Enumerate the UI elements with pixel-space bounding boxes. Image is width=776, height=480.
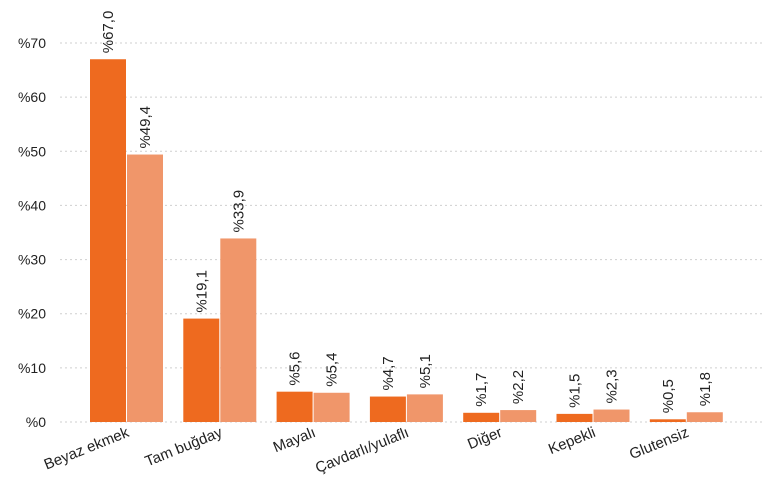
bar	[463, 412, 500, 422]
bar	[276, 391, 313, 422]
grid-layer	[60, 42, 762, 423]
data-label: %5,1	[417, 354, 434, 388]
category-label: Beyaz ekmek	[42, 424, 132, 474]
category-label: Diğer	[465, 424, 505, 453]
data-labels: %67,0 %49,4 %19,1 %33,9 %5,6 %5,4 %4,7 %5,1 %1,7…	[100, 11, 714, 414]
data-label: %1,7	[473, 373, 490, 407]
category-label: Mayalı	[271, 424, 318, 456]
data-label: %49,4	[137, 106, 154, 149]
data-label: %5,4	[324, 353, 341, 387]
data-label: %2,3	[604, 369, 621, 403]
bar	[686, 412, 723, 422]
data-label: %1,8	[697, 372, 714, 406]
y-tick-label: %20	[18, 306, 46, 322]
y-tick-label: %0	[26, 414, 46, 430]
category-label: Kepekli	[546, 424, 598, 458]
y-tick-label: %10	[18, 360, 46, 376]
data-label: %4,7	[380, 356, 397, 390]
data-label: %2,2	[510, 370, 527, 404]
y-tick-label: %40	[18, 197, 46, 213]
y-tick-label: %70	[18, 35, 46, 51]
y-axis-ticks: %0 %10 %20 %30 %40 %50 %60 %70	[18, 35, 46, 430]
bar	[313, 392, 350, 422]
bar	[127, 154, 163, 422]
data-label: %0,5	[660, 379, 677, 413]
bar	[406, 394, 443, 422]
data-label: %1,5	[567, 374, 584, 408]
bar	[369, 396, 406, 422]
data-label: %19,1	[193, 270, 210, 313]
y-tick-label: %30	[18, 252, 46, 268]
category-label: Tam buğday	[143, 424, 226, 471]
bar	[183, 318, 220, 422]
y-tick-label: %50	[18, 143, 46, 159]
bars	[90, 59, 723, 422]
data-label: %5,6	[287, 351, 304, 385]
bar	[593, 409, 630, 422]
category-label: Çavdarlı/yulaflı	[313, 424, 411, 477]
category-label: Glutensiz	[627, 424, 691, 463]
data-label: %67,0	[100, 11, 117, 54]
bar	[649, 419, 686, 422]
bar	[500, 410, 537, 422]
bar	[220, 238, 257, 422]
bar	[556, 413, 593, 422]
x-axis-categories: Beyaz ekmek Tam buğday MayalıÇavdarlı/yula…	[42, 424, 692, 477]
y-tick-label: %60	[18, 89, 46, 105]
bar	[90, 59, 126, 422]
data-label: %33,9	[230, 190, 247, 233]
